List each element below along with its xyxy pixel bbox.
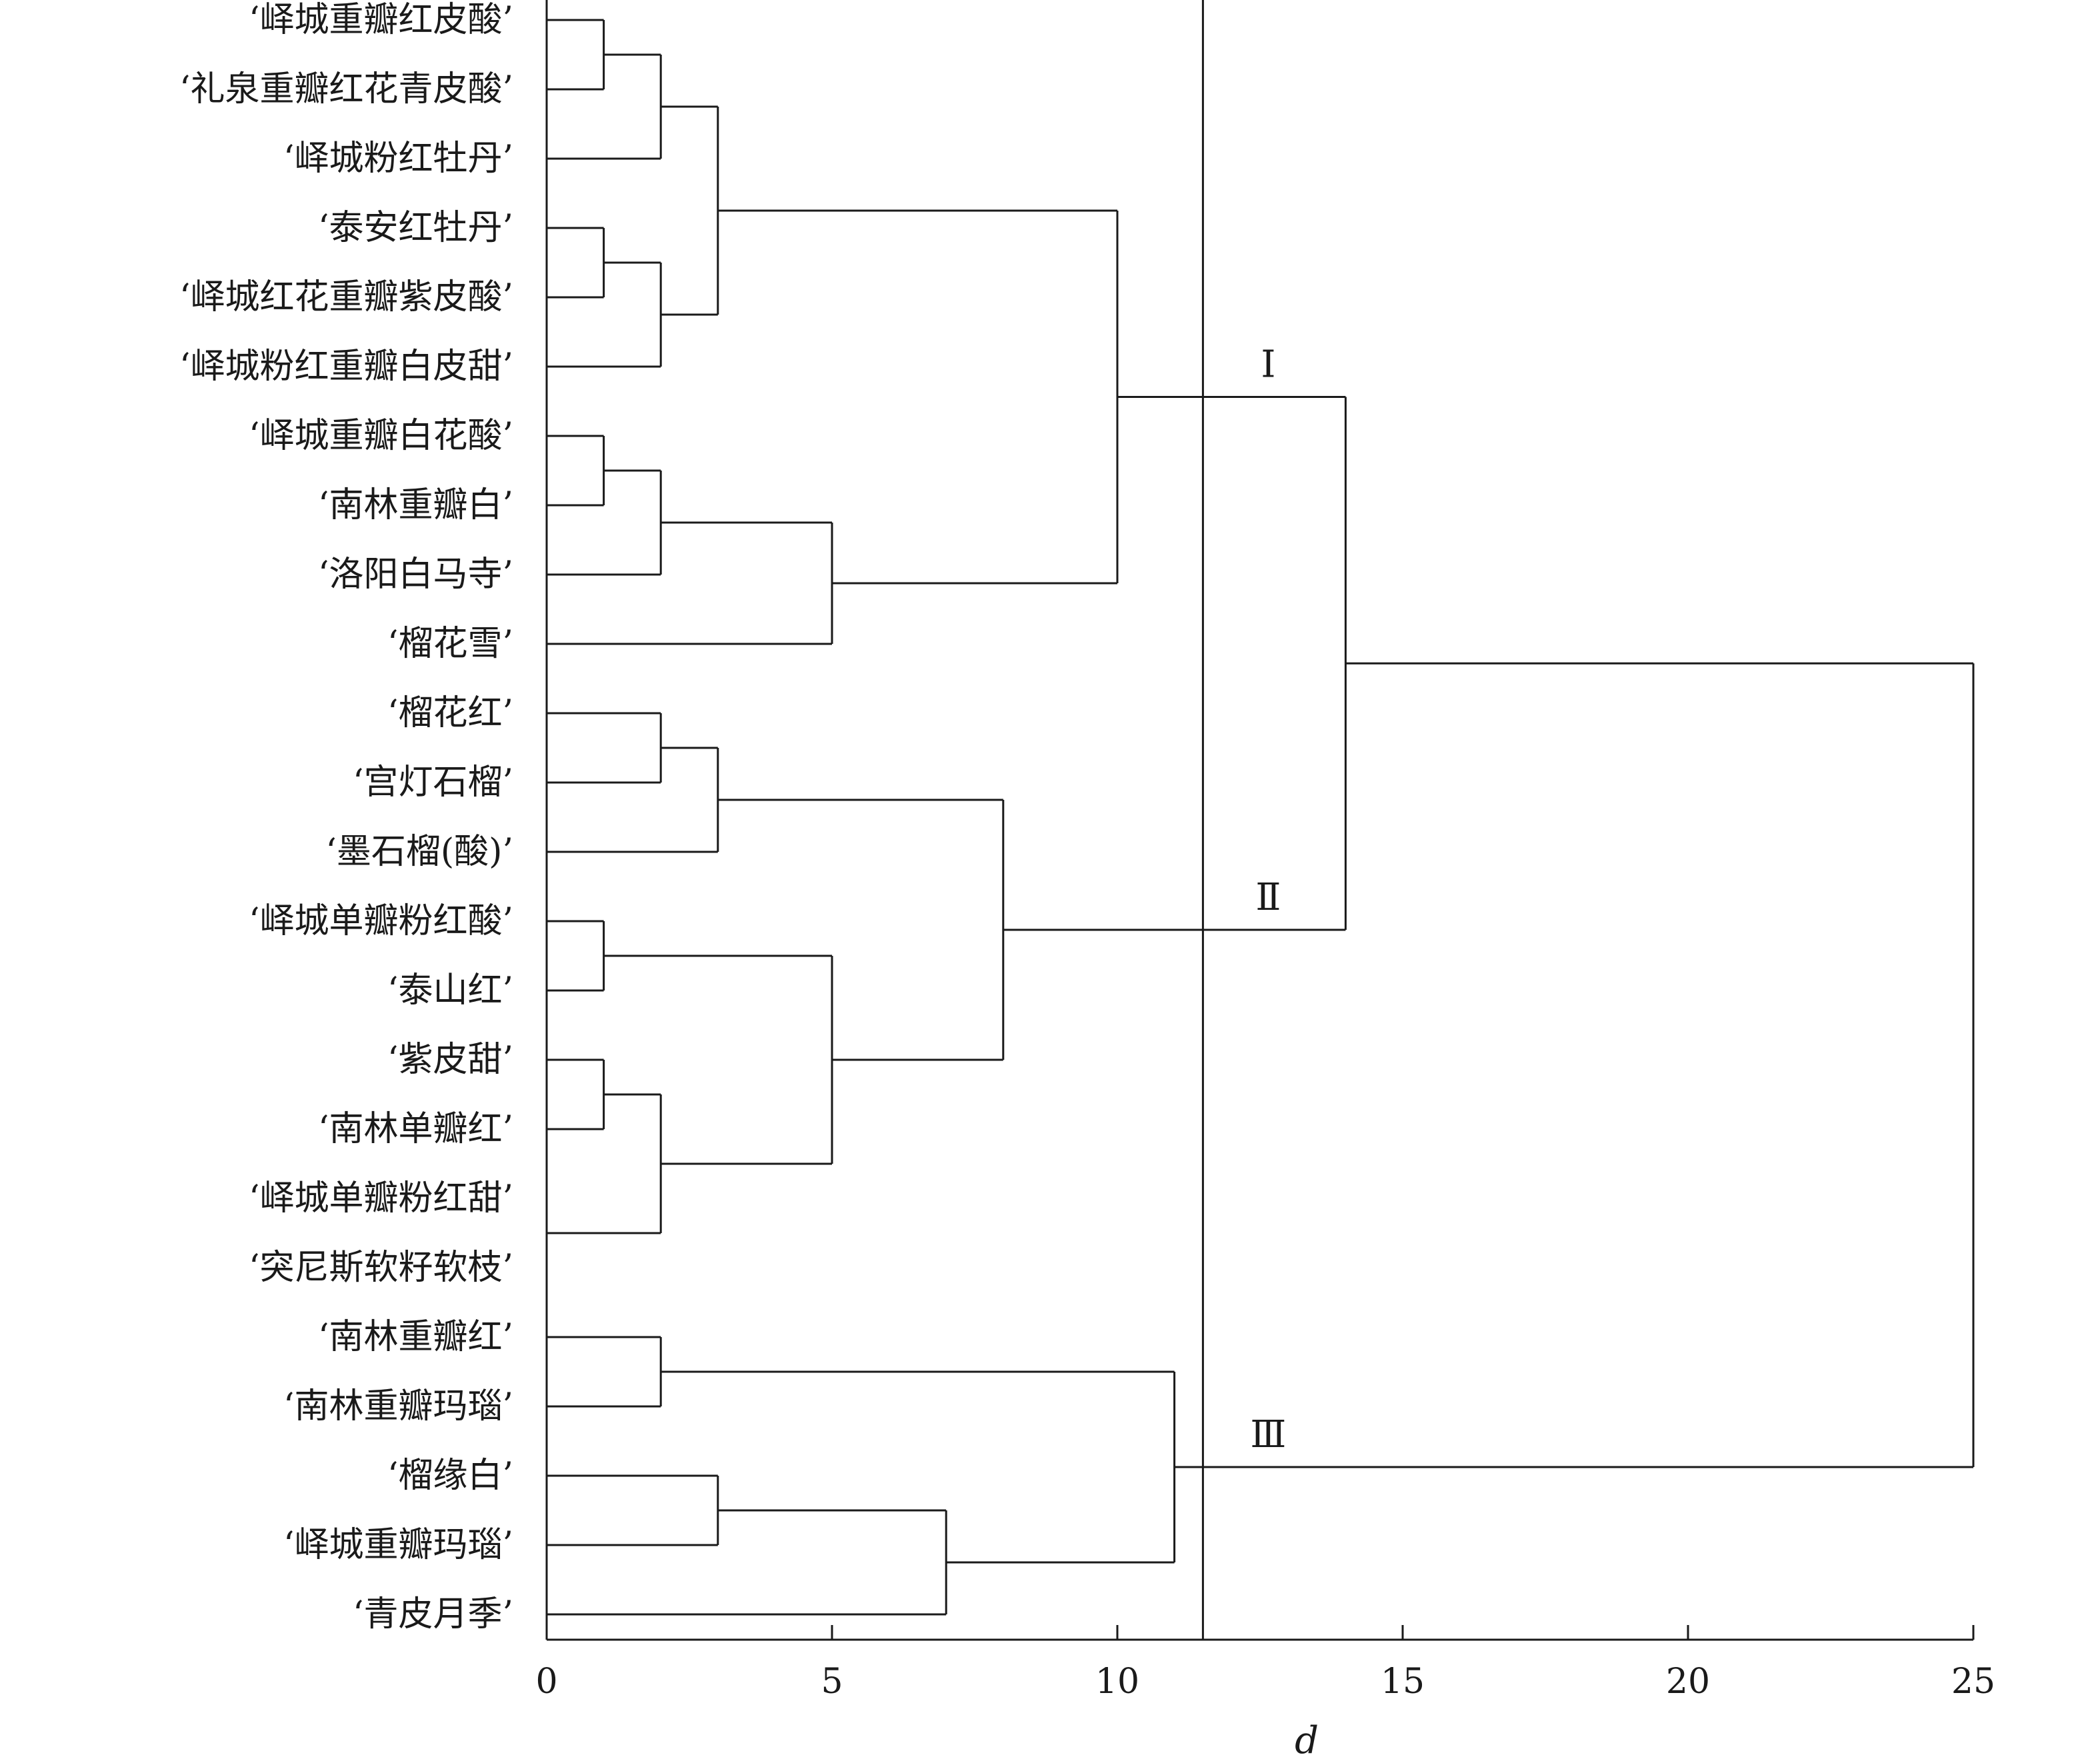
leaf-label: ‘礼泉重瓣红花青皮酸’ (179, 69, 513, 109)
leaf-label: ‘峄城单瓣粉红酸’ (249, 901, 513, 941)
leaf-label: ‘突尼斯软籽软枝’ (249, 1248, 513, 1288)
leaf-label: ‘南林重瓣玛瑙’ (283, 1386, 513, 1426)
leaf-label: ‘墨石榴(酸)’ (325, 832, 513, 872)
leaf-label: ‘峄城粉红重瓣白皮甜’ (179, 347, 513, 387)
cluster-labels: Ⅰ Ⅱ Ⅲ (1250, 343, 1286, 1457)
leaf-label: ‘泰山红’ (387, 970, 513, 1010)
leaf-label: ‘峄城重瓣玛瑙’ (283, 1525, 513, 1565)
cluster-label: Ⅲ (1250, 1413, 1286, 1456)
cluster-label: Ⅰ (1261, 343, 1275, 387)
leaf-label: ‘峄城粉红牡丹’ (283, 139, 513, 179)
leaf-label: ‘洛阳白马寺’ (318, 555, 513, 595)
x-axis-label: d (1295, 1719, 1319, 1760)
cluster-label: Ⅱ (1255, 876, 1281, 919)
leaf-label: ‘峄城重瓣白花酸’ (249, 416, 513, 456)
x-axis: 0 5 10 15 20 25 (535, 0, 1995, 1702)
leaf-labels: ‘峄城重瓣红皮酸’ ‘礼泉重瓣红花青皮酸’ ‘峄城粉红牡丹’ ‘泰安红牡丹’ ‘峄城红花… (179, 0, 513, 1634)
leaf-label: ‘南林重瓣红’ (318, 1317, 513, 1357)
x-tick-label: 0 (535, 1662, 557, 1702)
leaf-label: ‘峄城单瓣粉红甜’ (249, 1178, 513, 1218)
x-tick-label: 10 (1095, 1662, 1139, 1702)
leaf-label: ‘榴花雪’ (387, 624, 513, 664)
leaf-label: ‘峄城红花重瓣紫皮酸’ (179, 277, 513, 317)
leaf-label: ‘宫灯石榴’ (353, 763, 513, 803)
leaf-label: ‘南林单瓣红’ (318, 1109, 513, 1149)
leaf-label: ‘紫皮甜’ (387, 1040, 513, 1080)
x-tick-label: 20 (1666, 1662, 1710, 1702)
leaf-label: ‘泰安红牡丹’ (318, 208, 513, 248)
x-tick-label: 5 (821, 1662, 843, 1702)
x-tick-label: 15 (1381, 1662, 1425, 1702)
leaf-label: ‘榴花红’ (387, 693, 513, 733)
leaf-label: ‘南林重瓣白’ (318, 485, 513, 525)
leaf-label: ‘榴缘白’ (387, 1456, 513, 1496)
x-tick-label: 25 (1951, 1662, 1995, 1702)
dendrogram-links (545, 0, 1975, 1640)
leaf-label: ‘峄城重瓣红皮酸’ (249, 0, 513, 40)
leaf-label: ‘青皮月季’ (353, 1594, 513, 1634)
